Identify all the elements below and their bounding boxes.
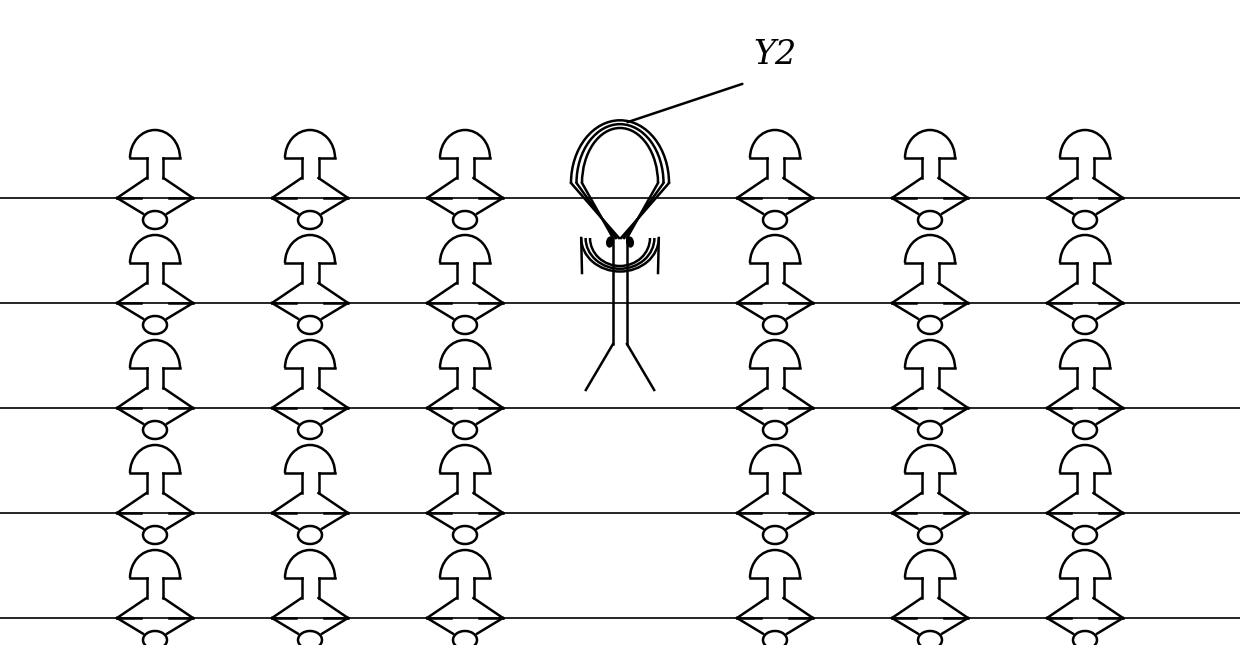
Ellipse shape bbox=[298, 421, 322, 439]
Polygon shape bbox=[285, 130, 335, 158]
Polygon shape bbox=[1060, 340, 1110, 368]
Polygon shape bbox=[130, 130, 180, 158]
Polygon shape bbox=[440, 130, 490, 158]
Polygon shape bbox=[440, 235, 490, 263]
Polygon shape bbox=[285, 235, 335, 263]
Ellipse shape bbox=[1073, 211, 1097, 229]
Polygon shape bbox=[1060, 235, 1110, 263]
Polygon shape bbox=[750, 550, 800, 578]
Ellipse shape bbox=[1073, 631, 1097, 645]
Polygon shape bbox=[440, 340, 490, 368]
Ellipse shape bbox=[143, 526, 167, 544]
Ellipse shape bbox=[763, 316, 787, 334]
Ellipse shape bbox=[298, 211, 322, 229]
Ellipse shape bbox=[1073, 421, 1097, 439]
Ellipse shape bbox=[918, 526, 942, 544]
Polygon shape bbox=[285, 445, 335, 473]
Ellipse shape bbox=[918, 316, 942, 334]
Polygon shape bbox=[905, 550, 955, 578]
Ellipse shape bbox=[763, 526, 787, 544]
Ellipse shape bbox=[143, 316, 167, 334]
Ellipse shape bbox=[918, 631, 942, 645]
Polygon shape bbox=[905, 130, 955, 158]
Ellipse shape bbox=[763, 211, 787, 229]
Ellipse shape bbox=[1073, 526, 1097, 544]
Polygon shape bbox=[750, 235, 800, 263]
Ellipse shape bbox=[1073, 316, 1097, 334]
Polygon shape bbox=[440, 445, 490, 473]
Ellipse shape bbox=[453, 211, 477, 229]
Ellipse shape bbox=[918, 421, 942, 439]
Polygon shape bbox=[130, 550, 180, 578]
Ellipse shape bbox=[763, 421, 787, 439]
Ellipse shape bbox=[453, 421, 477, 439]
Ellipse shape bbox=[143, 421, 167, 439]
Ellipse shape bbox=[143, 211, 167, 229]
Ellipse shape bbox=[626, 237, 634, 247]
Polygon shape bbox=[130, 445, 180, 473]
Text: Y2: Y2 bbox=[754, 39, 796, 71]
Polygon shape bbox=[750, 340, 800, 368]
Polygon shape bbox=[750, 445, 800, 473]
Polygon shape bbox=[905, 235, 955, 263]
Polygon shape bbox=[1060, 550, 1110, 578]
Ellipse shape bbox=[453, 631, 477, 645]
Ellipse shape bbox=[298, 316, 322, 334]
Polygon shape bbox=[285, 340, 335, 368]
Ellipse shape bbox=[763, 631, 787, 645]
Ellipse shape bbox=[143, 631, 167, 645]
Ellipse shape bbox=[918, 211, 942, 229]
Ellipse shape bbox=[453, 316, 477, 334]
Polygon shape bbox=[1060, 130, 1110, 158]
Polygon shape bbox=[905, 445, 955, 473]
Polygon shape bbox=[440, 550, 490, 578]
Polygon shape bbox=[905, 340, 955, 368]
Polygon shape bbox=[1060, 445, 1110, 473]
Ellipse shape bbox=[606, 237, 614, 247]
Ellipse shape bbox=[298, 526, 322, 544]
Polygon shape bbox=[750, 130, 800, 158]
Ellipse shape bbox=[298, 631, 322, 645]
Polygon shape bbox=[130, 235, 180, 263]
Ellipse shape bbox=[453, 526, 477, 544]
Polygon shape bbox=[285, 550, 335, 578]
Polygon shape bbox=[130, 340, 180, 368]
